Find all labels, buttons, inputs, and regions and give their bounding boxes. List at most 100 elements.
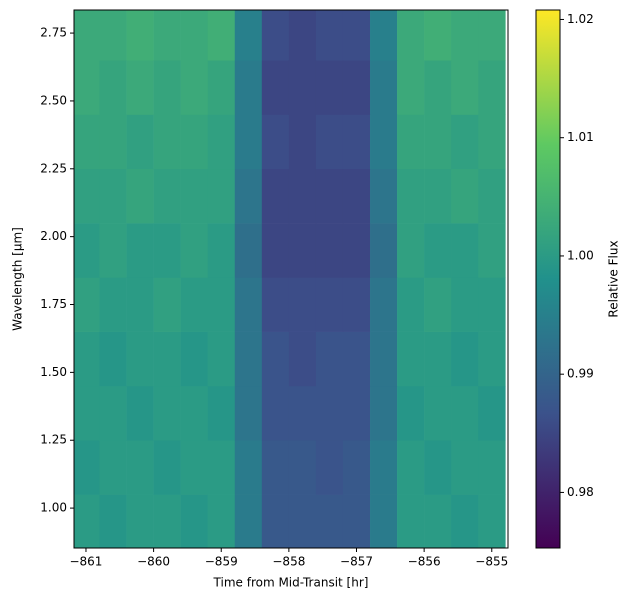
heatmap-cell (424, 168, 452, 224)
colorbar-tick-label: 1.00 (567, 248, 594, 262)
heatmap-cell (424, 331, 452, 387)
heatmap-cell (207, 114, 236, 170)
heatmap-cell (180, 494, 209, 548)
heatmap-cell (99, 277, 127, 332)
heatmap-cell (234, 277, 263, 332)
heatmap-cell (478, 494, 506, 548)
heatmap-cell (126, 331, 154, 387)
heatmap-cell (451, 440, 479, 495)
heatmap-cell (288, 331, 317, 387)
plot-frame (73, 9, 509, 549)
heatmap-cell (74, 114, 100, 170)
heatmap-cell (207, 494, 236, 548)
heatmap-cell (126, 10, 154, 61)
heatmap-cell (99, 10, 127, 61)
heatmap-cell (207, 168, 236, 224)
heatmap-cell (234, 114, 263, 170)
heatmap-cell (153, 331, 181, 387)
heatmap-cell (261, 440, 290, 495)
heatmap-cell (126, 223, 154, 278)
heatmap-cell (234, 440, 263, 495)
heatmap-cell (424, 223, 452, 278)
heatmap-cell (451, 60, 479, 115)
heatmap-cell (424, 494, 452, 548)
heatmap-cell (180, 440, 209, 495)
heatmap-cell (74, 168, 100, 224)
heatmap-cell (261, 168, 290, 224)
x-axis-label: Time from Mid-Transit [hr] (213, 576, 369, 590)
heatmap-cell (74, 385, 100, 441)
heatmap-cell (397, 440, 425, 495)
x-tick-label: −859 (205, 555, 238, 569)
heatmap-cell (74, 60, 100, 115)
heatmap-cell (315, 168, 344, 224)
heatmap-cell (99, 494, 127, 548)
heatmap-cell (478, 114, 506, 170)
heatmap-cell (153, 385, 181, 441)
heatmap-cell (478, 440, 506, 495)
heatmap-cell (342, 277, 371, 332)
heatmap-cell (397, 331, 425, 387)
heatmap-cell (478, 385, 506, 441)
heatmap-cell (288, 10, 317, 61)
heatmap-cell (153, 494, 181, 548)
heatmap-cell (180, 385, 209, 441)
y-tick-label: 2.00 (40, 229, 67, 243)
heatmap-cell (342, 385, 371, 441)
heatmap-cell (478, 277, 506, 332)
heatmap-cell (397, 494, 425, 548)
heatmap-cell (180, 114, 209, 170)
heatmap-cell (342, 331, 371, 387)
heatmap-cell (153, 277, 181, 332)
heatmap-cell (207, 331, 236, 387)
colorbar-tick-label: 0.99 (567, 367, 594, 381)
heatmap-cell (451, 10, 479, 61)
x-tick-label: −860 (137, 555, 170, 569)
heatmap-cell (424, 114, 452, 170)
heatmap-cell (315, 10, 344, 61)
heatmap-cell (478, 168, 506, 224)
y-tick-label: 1.00 (40, 501, 67, 515)
heatmap-cell (234, 168, 263, 224)
heatmap-cell (370, 277, 398, 332)
heatmap-cell (478, 60, 506, 115)
heatmap-cell (288, 277, 317, 332)
heatmap-cell (424, 385, 452, 441)
heatmap-cell (451, 494, 479, 548)
heatmap-cell (74, 331, 100, 387)
heatmap-cell (315, 440, 344, 495)
heatmap-cell (424, 60, 452, 115)
heatmap-cell (342, 10, 371, 61)
heatmap-cell (370, 385, 398, 441)
heatmap-cell (370, 60, 398, 115)
heatmap-cell (261, 277, 290, 332)
heatmap-cell (478, 331, 506, 387)
heatmap-cell (451, 277, 479, 332)
heatmap-cell (261, 10, 290, 61)
heatmap-cell (99, 440, 127, 495)
y-tick-label: 1.75 (40, 297, 67, 311)
heatmap-cell (288, 60, 317, 115)
heatmap-cell (424, 10, 452, 61)
heatmap-cell (207, 10, 236, 61)
heatmap-cell (370, 10, 398, 61)
heatmap-cell (99, 385, 127, 441)
x-tick-label: −856 (408, 555, 441, 569)
heatmap-cell (451, 114, 479, 170)
heatmap-cell (342, 60, 371, 115)
y-tick-label: 1.50 (40, 365, 67, 379)
heatmap-cell (261, 60, 290, 115)
heatmap-cell (180, 60, 209, 115)
heatmap-cell (126, 385, 154, 441)
heatmap-cell (74, 223, 100, 278)
heatmap-cell (261, 331, 290, 387)
heatmap-cell (234, 385, 263, 441)
heatmap-cell (261, 494, 290, 548)
heatmap-cell (451, 331, 479, 387)
heatmap-cell (370, 494, 398, 548)
heatmap-cell (153, 168, 181, 224)
y-tick-label: 2.50 (40, 93, 67, 107)
heatmap-cell (74, 440, 100, 495)
heatmap-cell (207, 223, 236, 278)
